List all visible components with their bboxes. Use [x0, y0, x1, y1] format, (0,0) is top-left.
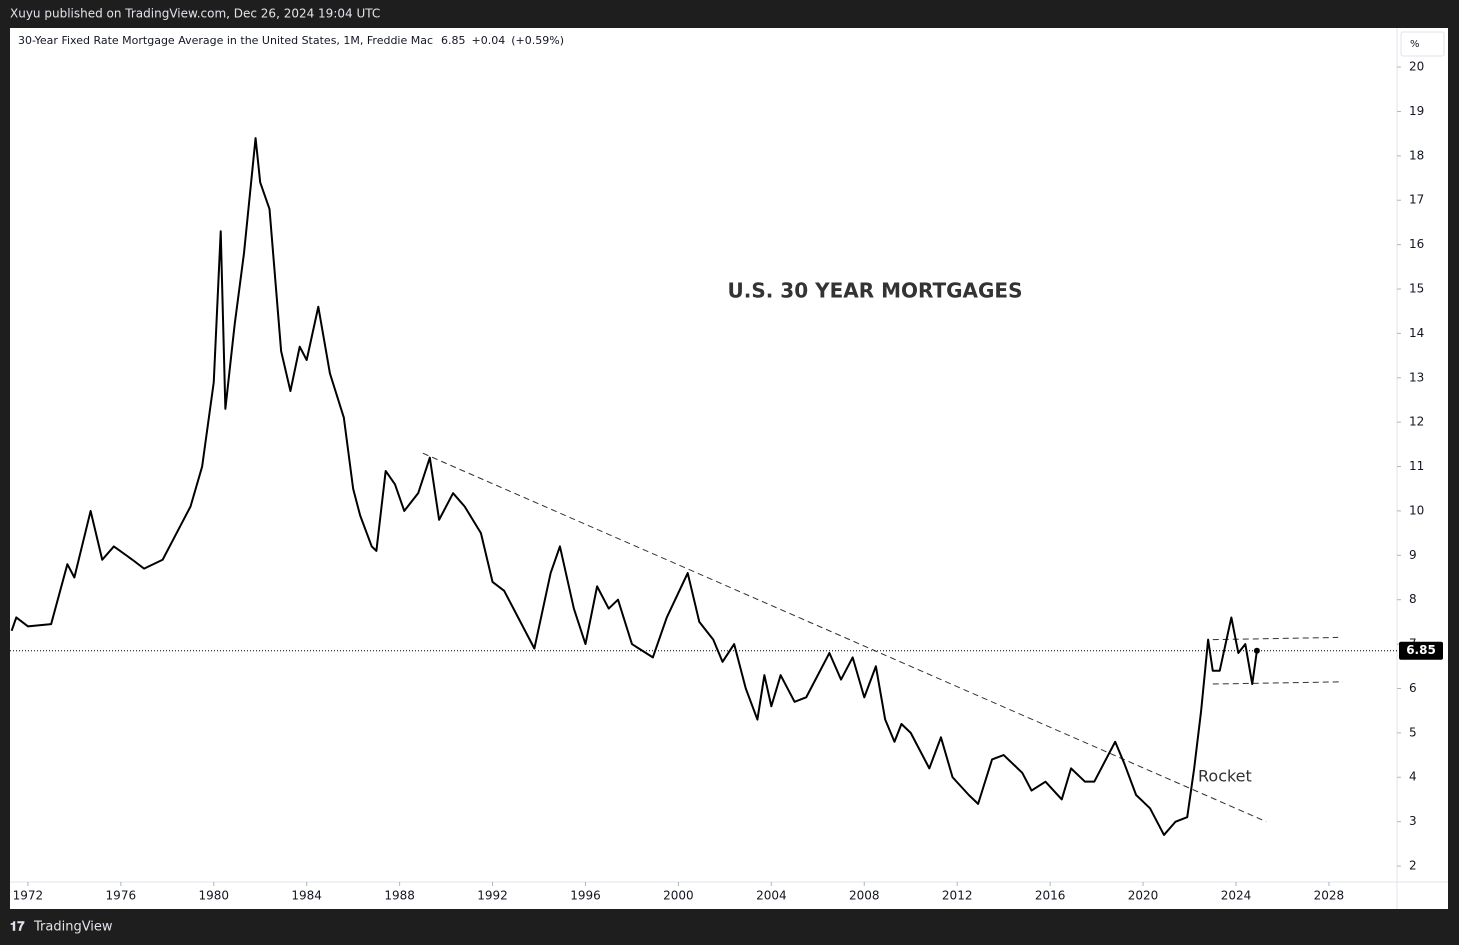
brand-name: TradingView [33, 920, 113, 935]
y-tick-label: 11 [1409, 459, 1424, 473]
x-tick-label: 2012 [942, 889, 973, 903]
x-tick-label: 2000 [663, 889, 694, 903]
annotation-rocket: Rocket [1198, 767, 1252, 786]
x-tick-label: 2016 [1035, 889, 1066, 903]
y-tick-label: 20 [1409, 60, 1424, 74]
y-tick-label: 6 [1409, 681, 1417, 695]
legend-value: 6.85 [441, 34, 466, 47]
publisher: Xuyu published on TradingView.com, Dec 2… [10, 7, 380, 21]
y-unit: % [1410, 39, 1420, 50]
y-tick-label: 18 [1409, 148, 1424, 162]
x-tick-label: 1996 [570, 889, 601, 903]
y-tick-label: 8 [1409, 592, 1417, 606]
y-tick-label: 9 [1409, 548, 1417, 562]
legend-name: 30-Year Fixed Rate Mortgage Average in t… [18, 34, 433, 47]
unit-box [1400, 31, 1445, 57]
y-tick-label: 13 [1409, 370, 1424, 384]
y-tick-label: 5 [1409, 725, 1417, 739]
x-tick-label: 2008 [849, 889, 880, 903]
price-badge [1399, 641, 1443, 660]
y-tick-label: 19 [1409, 104, 1424, 118]
price-badge-label: 6.85 [1406, 643, 1436, 657]
chart-panel [10, 28, 1448, 909]
trendline [422, 452, 1267, 823]
trendline [1212, 636, 1339, 641]
x-tick-label: 2024 [1221, 889, 1252, 903]
legend-change-pct: (+0.59%) [511, 34, 564, 47]
y-tick-label: 2 [1409, 859, 1417, 873]
legend-change: +0.04 [472, 34, 506, 47]
trendline [1212, 681, 1343, 685]
x-tick-label: 1984 [291, 889, 322, 903]
y-tick-label: 14 [1409, 326, 1424, 340]
annotation-title: U.S. 30 YEAR MORTGAGES [727, 279, 1022, 303]
y-tick-label: 15 [1409, 281, 1424, 295]
x-tick-label: 1980 [198, 889, 229, 903]
x-tick-label: 2028 [1314, 889, 1345, 903]
y-tick-label: 10 [1409, 503, 1424, 517]
x-tick-label: 1992 [477, 889, 508, 903]
x-tick-label: 1972 [13, 889, 44, 903]
x-tick-label: 1988 [384, 889, 415, 903]
y-tick-label: 3 [1409, 814, 1417, 828]
x-tick-label: 1976 [106, 889, 137, 903]
x-tick-label: 2020 [1128, 889, 1159, 903]
last-point [1253, 647, 1260, 654]
price-line [10, 137, 1258, 836]
y-tick-label: 4 [1409, 770, 1417, 784]
y-tick-label: 12 [1409, 415, 1424, 429]
brand: 𝟏𝟕 [10, 920, 25, 935]
y-tick-label: 16 [1409, 237, 1424, 251]
x-tick-label: 2004 [756, 889, 787, 903]
y-tick-label: 17 [1409, 193, 1424, 207]
